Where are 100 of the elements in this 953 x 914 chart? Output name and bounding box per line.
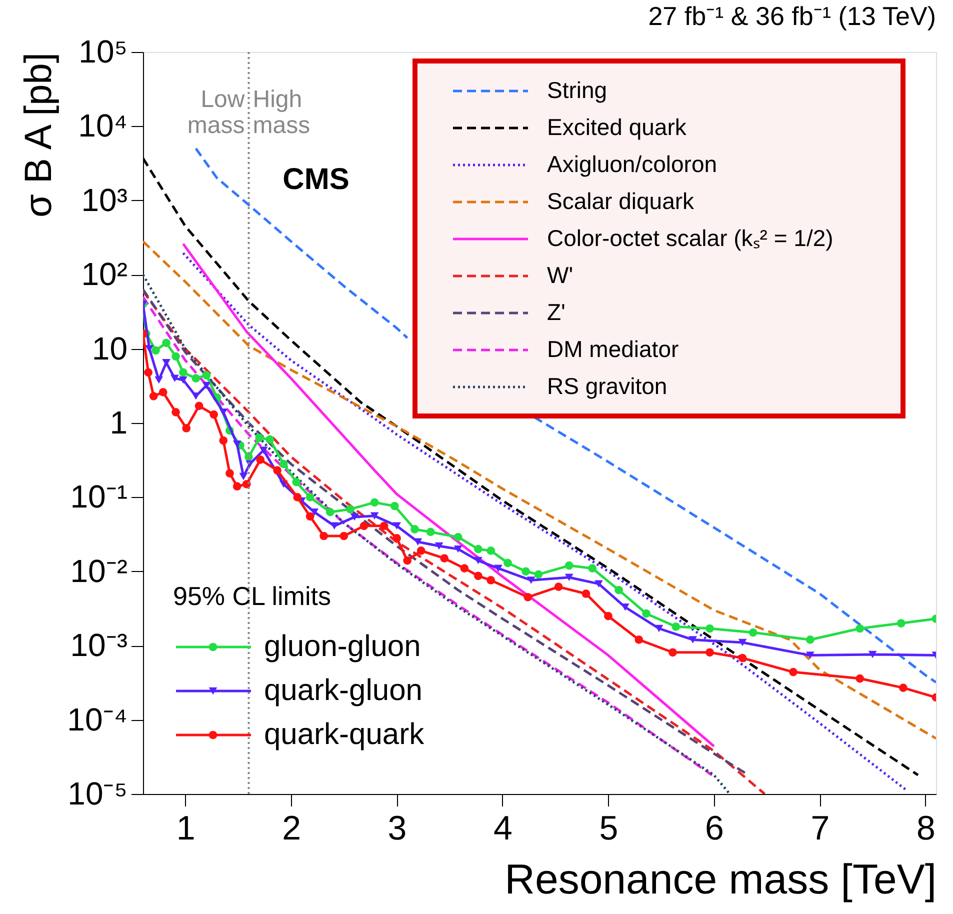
point [144,368,152,377]
point [170,374,179,382]
point [554,582,563,591]
point [486,546,496,555]
point [306,512,314,521]
point [896,619,906,628]
point [899,684,908,692]
point [162,359,170,366]
point [232,482,242,491]
y-tick-label: 10⁻¹ [70,478,128,515]
point [856,674,864,683]
y-tick-label: 10 [92,330,128,366]
point [202,382,211,390]
legend-label: String [547,77,608,103]
point [392,534,401,542]
point [806,652,814,659]
legend-label: RS graviton [547,373,668,399]
point [534,570,543,579]
point [738,638,747,646]
point [226,469,234,478]
legend-label: Excited quark [547,114,687,140]
y-tick-label: 10⁵ [78,34,128,70]
point [403,556,412,565]
point [259,446,268,454]
point [416,546,426,555]
point [474,544,482,554]
y-tick-label: 10⁻⁵ [68,776,128,812]
point [522,567,530,576]
point [454,532,462,542]
legend-label: Axigluon/coloron [547,151,718,177]
point [219,408,228,416]
point [178,376,188,384]
x-tick-label: 1 [176,810,196,848]
point [232,440,242,448]
point [326,508,334,516]
legend-label: DM mediator [547,336,679,362]
point [370,498,379,507]
point [194,402,204,410]
point [654,624,664,632]
point [192,374,200,382]
point [594,580,603,588]
point [273,466,282,475]
point [504,558,512,568]
point [256,456,265,464]
point [392,522,401,530]
point [172,352,180,361]
point [668,648,677,657]
point [582,590,590,598]
point [564,574,574,582]
point [219,436,228,445]
legend-label: Scalar diquark [547,188,695,214]
point [454,545,462,553]
point [642,609,650,618]
point [306,493,314,502]
point [868,650,877,658]
point [526,576,536,584]
x-axis-title: Resonance mass [TeV] [504,856,936,902]
point [172,408,180,416]
point [410,525,419,534]
legend-label: quark-gluon [264,674,422,707]
point [706,648,714,657]
point [182,424,191,432]
point [706,624,714,633]
point [255,434,264,442]
legend-label: Z' [547,299,566,325]
point [474,572,482,580]
legend-title: 95% CL limits [173,581,331,611]
point [279,460,288,468]
legend-label: Color-octet scalar (kₛ² = 1/2) [547,225,834,251]
point [564,561,574,570]
x-tick-label: 5 [599,810,618,848]
y-tick-label: 10⁻⁴ [67,701,128,738]
point [292,478,300,486]
point [614,586,623,594]
annotation: High mass [252,86,310,139]
x-tick-label: 8 [916,810,936,848]
point [340,532,348,540]
point [158,388,168,396]
point [688,636,697,644]
y-tick-label: 10² [81,256,128,292]
annotation: Low mass [187,86,246,139]
point [330,522,339,530]
point [266,435,274,444]
point [588,564,597,573]
y-tick-label: 10³ [81,182,128,218]
x-tick-label: 2 [282,810,301,848]
y-tick-label: 10⁻² [70,552,128,589]
x-tick-label: 7 [810,810,830,848]
x-tick-label: 4 [494,810,512,848]
point [145,345,154,352]
point [440,554,449,563]
point [460,564,469,573]
point [789,668,798,676]
point [350,513,359,521]
point [426,528,435,536]
point [390,502,399,510]
point [672,622,680,631]
point [856,624,864,633]
point [634,636,644,644]
point [474,556,482,564]
